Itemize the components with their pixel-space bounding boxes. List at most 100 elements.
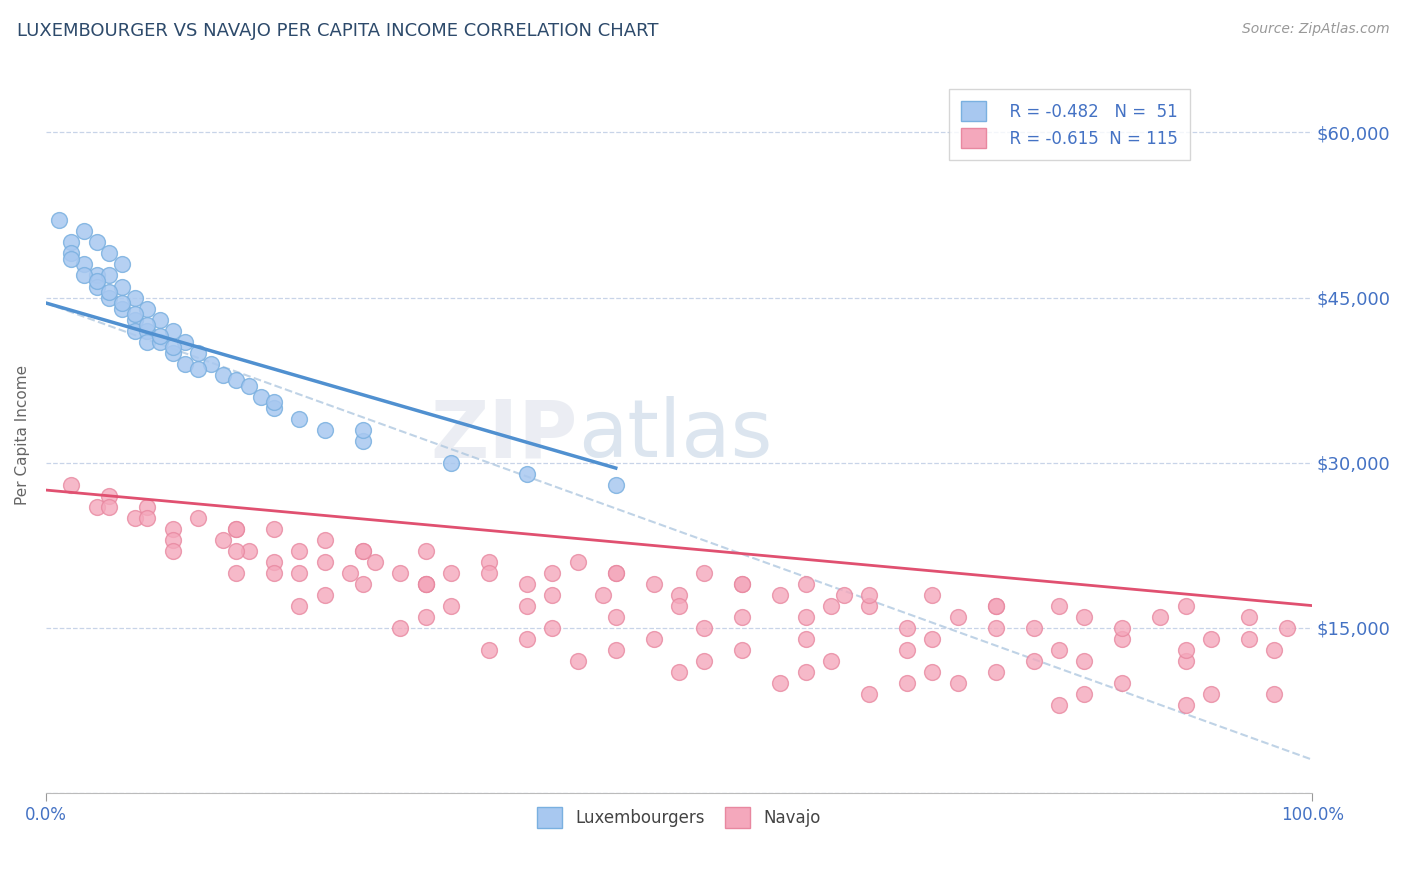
Point — [174, 334, 197, 349]
Point — [668, 588, 690, 602]
Point — [263, 395, 285, 409]
Point — [314, 423, 336, 437]
Point — [605, 609, 627, 624]
Point — [668, 599, 690, 613]
Legend: Luxembourgers, Navajo: Luxembourgers, Navajo — [530, 801, 828, 834]
Point — [225, 543, 247, 558]
Point — [605, 566, 627, 580]
Point — [1275, 621, 1298, 635]
Point — [288, 543, 311, 558]
Point — [1174, 642, 1197, 657]
Point — [541, 566, 564, 580]
Point — [314, 555, 336, 569]
Point — [200, 357, 222, 371]
Point — [86, 279, 108, 293]
Point — [1149, 609, 1171, 624]
Point — [731, 609, 754, 624]
Point — [896, 621, 918, 635]
Point — [187, 362, 209, 376]
Point — [896, 642, 918, 657]
Point — [124, 307, 146, 321]
Point — [352, 434, 374, 448]
Point — [592, 588, 614, 602]
Point — [263, 522, 285, 536]
Point — [124, 312, 146, 326]
Point — [643, 632, 665, 646]
Point — [60, 252, 83, 266]
Point — [98, 489, 121, 503]
Point — [1111, 621, 1133, 635]
Point — [820, 599, 842, 613]
Point — [693, 621, 716, 635]
Point — [605, 566, 627, 580]
Point — [1237, 632, 1260, 646]
Point — [1111, 632, 1133, 646]
Point — [86, 500, 108, 514]
Point — [250, 390, 273, 404]
Point — [440, 599, 463, 613]
Point — [60, 477, 83, 491]
Point — [187, 510, 209, 524]
Point — [174, 357, 197, 371]
Point — [352, 423, 374, 437]
Point — [731, 576, 754, 591]
Point — [136, 324, 159, 338]
Point — [136, 500, 159, 514]
Point — [984, 665, 1007, 679]
Point — [478, 566, 501, 580]
Point — [162, 543, 184, 558]
Point — [567, 654, 589, 668]
Point — [162, 345, 184, 359]
Point — [794, 609, 817, 624]
Point — [415, 576, 437, 591]
Point — [136, 318, 159, 332]
Point — [162, 340, 184, 354]
Point — [314, 533, 336, 547]
Point — [136, 510, 159, 524]
Point — [212, 533, 235, 547]
Point — [984, 599, 1007, 613]
Point — [605, 477, 627, 491]
Point — [832, 588, 855, 602]
Point — [149, 334, 172, 349]
Point — [1022, 654, 1045, 668]
Point — [769, 675, 792, 690]
Point — [225, 522, 247, 536]
Point — [1073, 609, 1095, 624]
Point — [98, 500, 121, 514]
Point — [478, 555, 501, 569]
Point — [1199, 687, 1222, 701]
Point — [731, 576, 754, 591]
Point — [187, 345, 209, 359]
Point — [111, 258, 134, 272]
Point — [820, 654, 842, 668]
Text: Source: ZipAtlas.com: Source: ZipAtlas.com — [1241, 22, 1389, 37]
Point — [946, 675, 969, 690]
Point — [516, 599, 538, 613]
Point — [124, 324, 146, 338]
Point — [605, 642, 627, 657]
Point — [1199, 632, 1222, 646]
Point — [731, 642, 754, 657]
Point — [921, 665, 943, 679]
Point — [98, 285, 121, 299]
Point — [946, 609, 969, 624]
Point — [86, 274, 108, 288]
Text: LUXEMBOURGER VS NAVAJO PER CAPITA INCOME CORRELATION CHART: LUXEMBOURGER VS NAVAJO PER CAPITA INCOME… — [17, 22, 658, 40]
Point — [288, 566, 311, 580]
Point — [1174, 698, 1197, 712]
Point — [693, 566, 716, 580]
Point — [1263, 642, 1285, 657]
Point — [111, 301, 134, 316]
Point — [86, 268, 108, 283]
Point — [668, 665, 690, 679]
Point — [794, 632, 817, 646]
Point — [858, 687, 880, 701]
Point — [73, 258, 96, 272]
Point — [162, 324, 184, 338]
Point — [263, 566, 285, 580]
Point — [98, 246, 121, 260]
Point — [516, 576, 538, 591]
Point — [339, 566, 361, 580]
Point — [111, 296, 134, 310]
